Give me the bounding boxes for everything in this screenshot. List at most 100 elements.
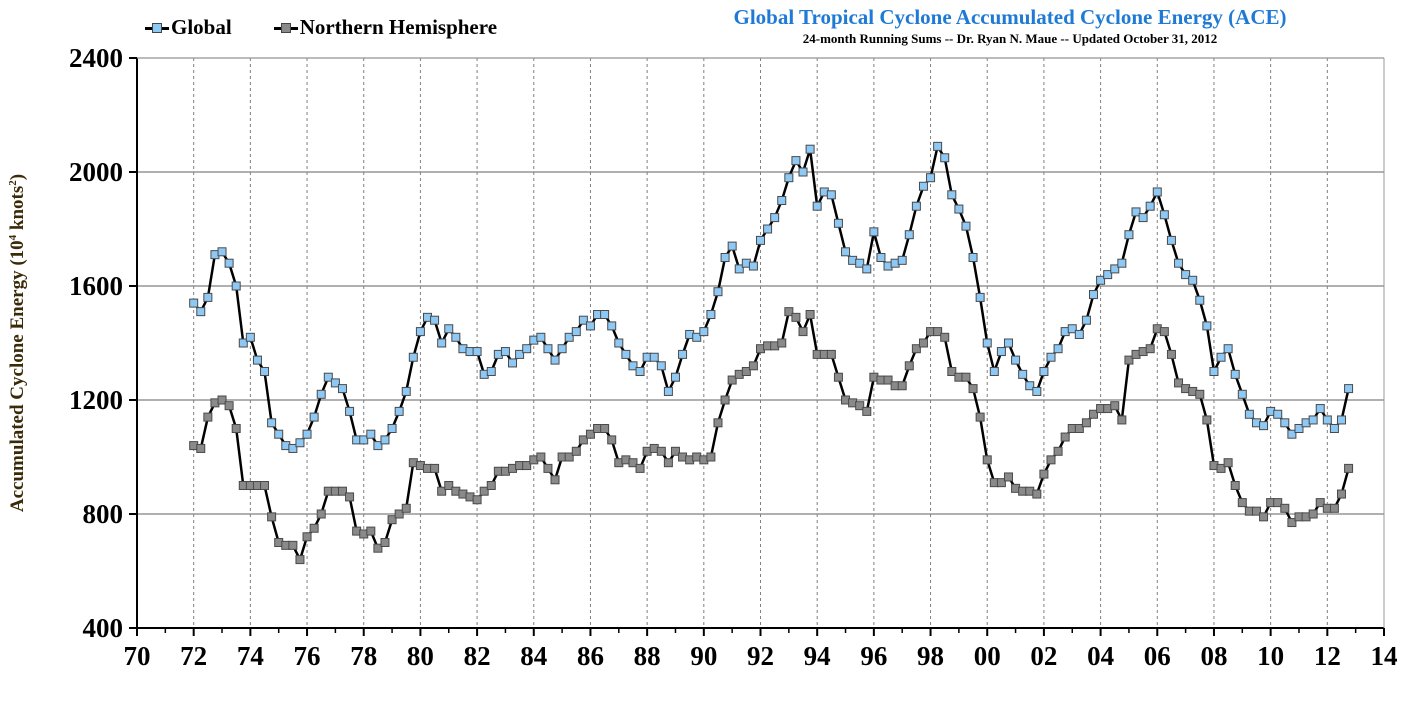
global-point — [791, 156, 801, 166]
global-point — [1103, 270, 1113, 280]
nh-point — [798, 327, 808, 337]
nh-point — [437, 486, 447, 496]
global-point — [1216, 352, 1226, 362]
global-point — [897, 255, 907, 265]
x-tick-label: 82 — [464, 641, 491, 671]
global-point — [1166, 235, 1176, 245]
global-point — [515, 349, 525, 359]
global-point — [245, 332, 255, 342]
nh-point — [387, 515, 397, 525]
nh-point — [203, 412, 213, 422]
nh-point — [940, 332, 950, 342]
nh-point — [663, 458, 673, 468]
global-point — [656, 361, 666, 371]
nh-point — [911, 344, 921, 354]
nh-point — [217, 395, 227, 405]
nh-point — [1174, 378, 1184, 388]
global-point — [408, 352, 418, 362]
global-point — [805, 144, 815, 154]
x-tick-label: 84 — [520, 641, 547, 671]
global-point — [600, 310, 610, 319]
nh-point — [316, 509, 326, 519]
nh-point — [1166, 349, 1176, 359]
x-tick-label: 02 — [1030, 641, 1057, 671]
global-point — [415, 327, 425, 337]
global-point — [437, 338, 447, 348]
global-point — [536, 332, 546, 342]
y-axis-label-sup: 4 — [6, 234, 19, 241]
y-axis-label-tail: knots — [7, 185, 29, 235]
global-point — [430, 315, 440, 325]
nh-point — [975, 412, 985, 422]
nh-point — [996, 478, 1006, 488]
x-tick-label: 08 — [1200, 641, 1227, 671]
global-point — [1081, 315, 1091, 325]
global-point — [585, 321, 595, 331]
legend: Global Northern Hemisphere — [145, 15, 497, 40]
global-point — [444, 324, 454, 334]
global-point — [189, 298, 199, 308]
global-point — [260, 367, 270, 376]
nh-point — [267, 512, 277, 522]
nh-point — [1074, 424, 1084, 433]
nh-point — [302, 532, 312, 542]
global-point — [748, 261, 758, 271]
global-point — [678, 349, 688, 359]
nh-point — [777, 338, 787, 348]
nh-point — [1216, 463, 1226, 473]
nh-point — [486, 481, 496, 490]
axes — [129, 57, 1385, 636]
y-tick-label: 2000 — [69, 157, 123, 187]
nh-point — [1315, 498, 1325, 508]
nh-point — [904, 361, 914, 371]
nh-point — [1251, 506, 1261, 516]
x-tick-label: 98 — [917, 641, 944, 671]
nh-point — [1159, 327, 1169, 337]
global-point — [1003, 338, 1013, 348]
x-tick-label: 10 — [1257, 641, 1284, 671]
nh-point — [741, 367, 751, 376]
nh-point — [897, 381, 907, 391]
nh-point — [380, 538, 390, 547]
nh-point — [1032, 489, 1042, 499]
global-point — [1237, 389, 1247, 399]
nh-point — [401, 503, 411, 513]
global-point — [274, 429, 284, 439]
nh-point — [635, 463, 645, 473]
global-point — [1273, 409, 1283, 419]
nh-point — [536, 452, 546, 462]
global-point — [302, 429, 312, 439]
global-point — [1188, 275, 1198, 285]
x-tick-label: 04 — [1087, 641, 1114, 671]
global-point — [975, 292, 985, 302]
global-point — [812, 201, 822, 211]
global-point — [1280, 418, 1290, 428]
global-point — [989, 367, 999, 376]
global-point — [337, 384, 347, 394]
chart-title: Global Tropical Cyclone Accumulated Cycl… — [733, 5, 1287, 29]
global-point — [1223, 344, 1233, 354]
nh-point — [231, 424, 241, 433]
x-tick-label: 78 — [350, 641, 377, 671]
global-point — [1209, 367, 1219, 376]
global-point — [571, 327, 581, 337]
global-point — [295, 438, 305, 448]
global-point — [267, 418, 277, 428]
nh-point — [1280, 503, 1290, 513]
global-point — [1329, 424, 1339, 433]
global-point — [472, 347, 482, 357]
global-point — [1159, 210, 1169, 220]
global-point — [550, 355, 560, 365]
nh-point — [607, 435, 617, 445]
global-point — [855, 258, 865, 268]
global-point — [1124, 230, 1134, 240]
global-point — [1230, 369, 1240, 379]
global-point — [1018, 369, 1028, 379]
global-point — [635, 367, 645, 376]
global-point — [876, 253, 886, 262]
global-point — [578, 315, 588, 325]
global-point — [763, 224, 773, 234]
global-point — [826, 190, 836, 200]
global-point — [621, 349, 631, 359]
global-point — [1011, 355, 1021, 365]
